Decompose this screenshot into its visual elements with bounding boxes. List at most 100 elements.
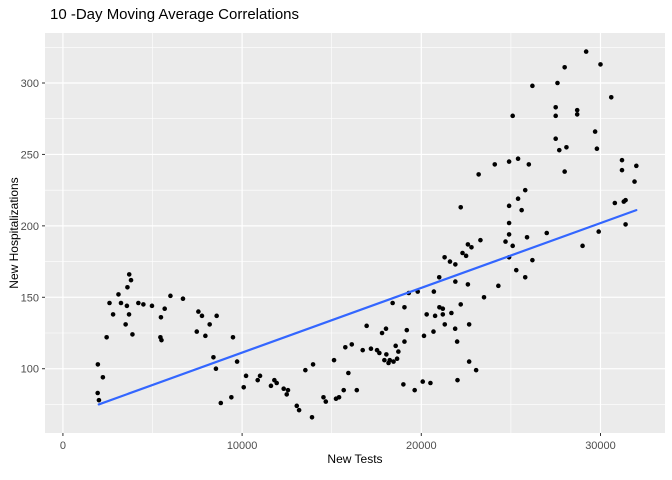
data-point bbox=[203, 333, 208, 339]
data-point bbox=[460, 250, 465, 256]
data-point bbox=[421, 333, 427, 339]
data-point bbox=[255, 377, 260, 383]
data-point bbox=[453, 279, 458, 284]
data-point bbox=[230, 334, 236, 340]
data-point bbox=[95, 390, 100, 396]
data-point bbox=[158, 314, 164, 320]
data-point bbox=[420, 379, 426, 384]
y-tick-label: 150 bbox=[21, 292, 39, 304]
data-point bbox=[431, 289, 437, 294]
data-point bbox=[382, 357, 387, 363]
data-point bbox=[241, 384, 247, 390]
data-point bbox=[506, 203, 512, 209]
data-point bbox=[126, 272, 132, 277]
data-point bbox=[100, 374, 106, 380]
y-tick-label: 250 bbox=[21, 149, 39, 161]
data-point bbox=[469, 244, 474, 250]
data-point bbox=[159, 337, 164, 343]
data-point bbox=[323, 399, 329, 404]
data-point bbox=[383, 326, 389, 332]
data-point bbox=[141, 302, 146, 307]
data-point bbox=[596, 229, 601, 234]
data-point bbox=[124, 303, 130, 309]
data-point bbox=[424, 312, 429, 317]
data-point bbox=[199, 313, 205, 319]
data-point bbox=[379, 330, 385, 336]
data-point bbox=[110, 312, 116, 317]
data-point bbox=[331, 357, 337, 363]
data-point bbox=[530, 83, 535, 89]
data-point bbox=[619, 157, 625, 163]
data-point bbox=[465, 242, 471, 247]
data-point bbox=[440, 312, 446, 317]
data-point bbox=[384, 352, 389, 357]
data-point bbox=[346, 370, 351, 376]
data-point bbox=[454, 339, 460, 344]
data-point bbox=[412, 387, 417, 393]
data-point bbox=[530, 257, 535, 263]
data-point bbox=[503, 239, 508, 244]
data-point bbox=[341, 387, 347, 393]
data-point bbox=[510, 113, 515, 119]
data-point bbox=[274, 380, 279, 386]
data-point bbox=[95, 362, 101, 367]
data-point bbox=[391, 359, 396, 364]
data-point bbox=[393, 343, 398, 349]
data-point bbox=[522, 187, 528, 193]
data-point bbox=[594, 146, 600, 152]
data-point bbox=[404, 327, 410, 333]
data-point bbox=[296, 407, 302, 413]
data-point bbox=[544, 230, 550, 236]
data-point bbox=[458, 302, 464, 307]
data-point bbox=[310, 362, 316, 367]
data-point bbox=[243, 373, 249, 379]
data-point bbox=[553, 104, 558, 110]
data-point bbox=[149, 303, 155, 309]
data-point bbox=[612, 200, 618, 206]
y-axis-title: New Hospitalizations bbox=[7, 177, 21, 289]
data-point bbox=[402, 304, 407, 310]
data-point bbox=[360, 347, 366, 353]
data-point bbox=[196, 309, 201, 314]
data-point bbox=[125, 284, 130, 290]
data-point bbox=[285, 387, 291, 393]
data-point bbox=[229, 394, 234, 400]
data-point bbox=[496, 283, 501, 289]
data-point bbox=[598, 62, 603, 67]
data-point bbox=[364, 323, 369, 329]
data-point bbox=[623, 197, 628, 203]
data-point bbox=[515, 196, 521, 202]
data-point bbox=[478, 237, 483, 243]
data-point bbox=[555, 80, 560, 86]
data-point bbox=[432, 313, 438, 319]
data-point bbox=[431, 329, 436, 334]
data-point bbox=[608, 94, 614, 100]
data-point bbox=[336, 394, 342, 400]
data-point bbox=[481, 294, 487, 300]
data-point bbox=[452, 326, 458, 332]
data-point bbox=[402, 339, 407, 344]
data-point bbox=[268, 383, 274, 389]
data-point bbox=[96, 397, 102, 403]
data-point bbox=[218, 400, 224, 406]
data-point bbox=[309, 414, 315, 420]
data-point bbox=[583, 49, 589, 54]
data-point bbox=[180, 296, 186, 302]
data-point bbox=[524, 234, 530, 240]
data-point bbox=[107, 300, 112, 306]
data-point bbox=[436, 274, 442, 280]
data-point bbox=[442, 322, 448, 327]
data-point bbox=[343, 344, 348, 350]
data-point bbox=[394, 356, 400, 362]
data-point bbox=[213, 366, 219, 372]
y-tick-label: 200 bbox=[21, 221, 39, 233]
data-point bbox=[440, 306, 446, 312]
data-point bbox=[473, 367, 479, 373]
data-point bbox=[442, 254, 447, 260]
data-point bbox=[401, 382, 406, 387]
data-point bbox=[553, 136, 558, 142]
x-axis-title: New Tests bbox=[327, 452, 383, 466]
data-point bbox=[126, 312, 132, 317]
data-point bbox=[377, 350, 382, 356]
